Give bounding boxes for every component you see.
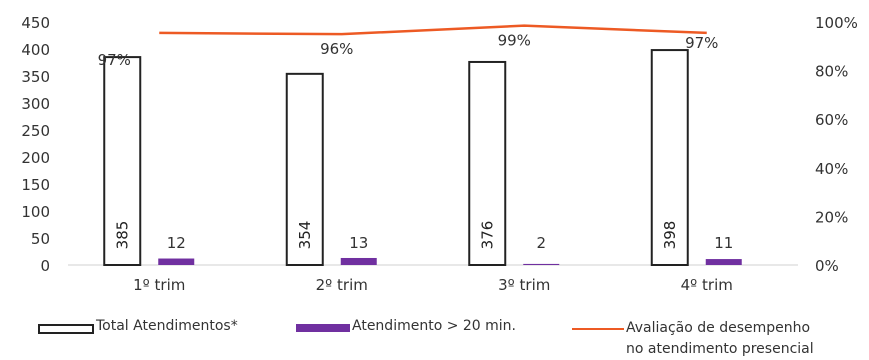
data-label-atendimento: 11 xyxy=(714,234,733,252)
bar-atendimento-20min xyxy=(523,263,560,265)
legend-item-avaliacao: Avaliação de desempenho no atendimento p… xyxy=(572,318,814,360)
y-right-tick-label: 40% xyxy=(815,160,848,178)
legend-swatch-avaliacao xyxy=(572,328,624,330)
y-right-tick-label: 20% xyxy=(815,208,848,226)
labels-group: 385 354 376 398 12 13 2 11 97% 96% 99% 97% xyxy=(98,32,734,252)
data-label-avaliacao: 99% xyxy=(498,32,531,50)
y-left-tick-label: 450 xyxy=(21,14,50,32)
data-label-avaliacao: 96% xyxy=(320,40,353,58)
bar-total-atendimentos xyxy=(285,72,324,266)
bar-atendimento-20min xyxy=(340,257,377,265)
legend-label-atendimento: Atendimento > 20 min. xyxy=(352,318,517,334)
data-label-total: 376 xyxy=(478,221,496,250)
data-label-avaliacao: 97% xyxy=(98,51,131,69)
data-label-total: 398 xyxy=(661,221,679,250)
y-left-tick-label: 50 xyxy=(31,230,50,248)
y-right-tick-label: 100% xyxy=(815,14,858,32)
y-left-tick-label: 300 xyxy=(21,95,50,113)
bar-total-atendimentos xyxy=(468,60,507,266)
data-label-avaliacao: 97% xyxy=(685,34,718,52)
y-right-tick-label: 80% xyxy=(815,63,848,81)
y-left-tick-label: 0 xyxy=(40,257,50,275)
legend-swatch-total xyxy=(38,324,94,334)
bar-total-atendimentos xyxy=(103,56,142,266)
data-label-atendimento: 12 xyxy=(167,234,186,252)
y-left-tick-label: 350 xyxy=(21,68,50,86)
data-label-atendimento: 2 xyxy=(536,234,546,252)
bar-atendimento-20min xyxy=(705,259,742,265)
y-right-tick-label: 0% xyxy=(815,257,839,275)
bar-total-atendimentos xyxy=(650,49,689,266)
line-avaliacao xyxy=(159,24,707,36)
x-tick-label: 3º trim xyxy=(498,276,550,294)
data-label-atendimento: 13 xyxy=(349,234,368,252)
bars-group xyxy=(103,49,742,266)
legend-item-total-atendimentos: Total Atendimentos* xyxy=(38,318,238,334)
x-tick-label: 4º trim xyxy=(681,276,733,294)
y-left-tick-label: 200 xyxy=(21,149,50,167)
data-label-total: 385 xyxy=(113,221,131,250)
y-left-tick-label: 400 xyxy=(21,41,50,59)
y-right-tick-label: 60% xyxy=(815,111,848,129)
legend-swatch-atendimento xyxy=(296,324,350,332)
x-tick-label: 2º trim xyxy=(316,276,368,294)
y-left-tick-label: 150 xyxy=(21,176,50,194)
x-tick-label: 1º trim xyxy=(133,276,185,294)
y-left-tick-label: 100 xyxy=(21,203,50,221)
data-label-total: 354 xyxy=(296,221,314,250)
bar-atendimento-20min xyxy=(158,258,195,265)
legend-item-atendimento-20min: Atendimento > 20 min. xyxy=(296,318,516,334)
line-group xyxy=(159,24,707,36)
legend-label-avaliacao: Avaliação de desempenho no atendimento p… xyxy=(626,320,814,357)
legend-label-total: Total Atendimentos* xyxy=(96,318,238,334)
y-left-tick-label: 250 xyxy=(21,122,50,140)
axis-group: 0 50 100 150 200 250 300 350 400 450 0% 20% 40% 60% 80… xyxy=(21,14,858,294)
